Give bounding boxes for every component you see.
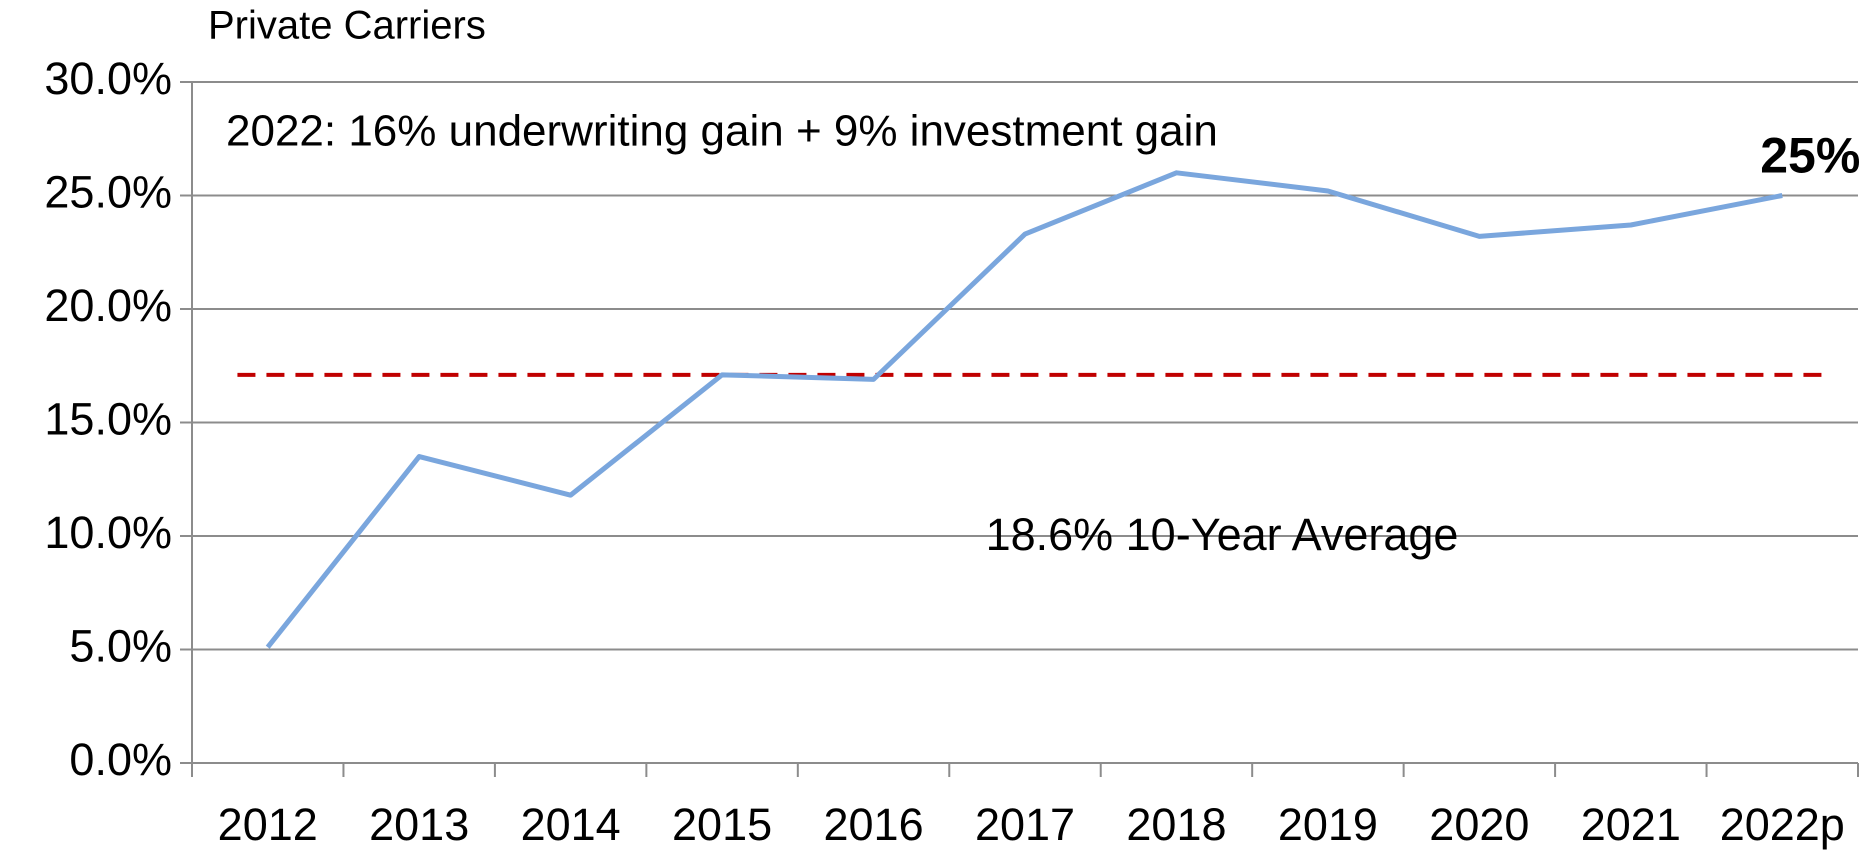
line-series xyxy=(265,170,1783,649)
x-tick-label: 2013 xyxy=(369,799,469,850)
x-tick-label: 2015 xyxy=(672,799,772,850)
y-tick-label: 30.0% xyxy=(44,53,172,104)
chart-title: Private Carriers xyxy=(208,4,486,48)
x-tick-label: 2014 xyxy=(521,799,621,850)
x-tick-label: 2019 xyxy=(1278,799,1378,850)
y-tick-label: 5.0% xyxy=(69,620,172,671)
x-tick-label: 2018 xyxy=(1126,799,1226,850)
x-tick-label: 2017 xyxy=(975,799,1075,850)
y-tick-label: 25.0% xyxy=(44,166,172,217)
average-label: 18.6% 10-Year Average xyxy=(986,509,1459,560)
x-tick-label: 2016 xyxy=(823,799,923,850)
y-tick-label: 15.0% xyxy=(44,393,172,444)
x-tick-label: 2021 xyxy=(1581,799,1681,850)
y-tick-label: 0.0% xyxy=(69,734,172,785)
x-tick-label: 2022p xyxy=(1720,799,1845,850)
y-tick-label: 10.0% xyxy=(44,507,172,558)
y-tick-label: 20.0% xyxy=(44,280,172,331)
annotation: 2022: 16% underwriting gain + 9% investm… xyxy=(226,107,1218,156)
data-label: 25% xyxy=(1760,128,1860,184)
x-tick-label: 2020 xyxy=(1429,799,1529,850)
x-tick-label: 2012 xyxy=(218,799,318,850)
